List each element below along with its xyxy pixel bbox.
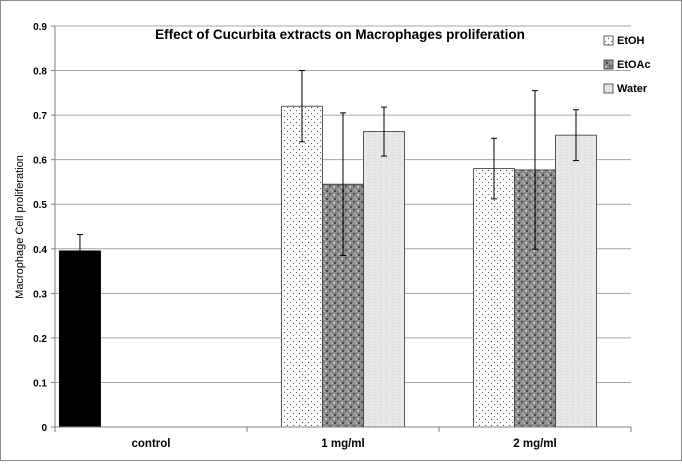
y-tick-label: 0.3	[33, 289, 47, 300]
bar-water	[555, 134, 597, 428]
y-tick-label: 0.2	[33, 334, 47, 345]
axes	[54, 26, 632, 432]
legend-label: EtOH	[617, 35, 645, 47]
legend-label: EtOAc	[617, 59, 651, 71]
bars	[58, 105, 597, 428]
legend-label: Water	[617, 83, 648, 95]
y-tick-label: 0.9	[33, 22, 47, 33]
y-tick-label: 0.6	[33, 156, 47, 167]
y-axis-label: Macrophage Cell proliferation	[14, 155, 26, 299]
bar-water	[363, 131, 405, 428]
y-tick-label: 0.4	[33, 245, 47, 256]
x-axis-categories: control 1 mg/ml 2 mg/ml	[132, 438, 557, 450]
y-tick-label: 0	[41, 423, 47, 434]
legend-swatch-etoh	[603, 35, 614, 46]
y-tick-label: 0.8	[33, 67, 47, 78]
bar-etoh	[473, 168, 515, 428]
bar-etoh	[281, 105, 323, 428]
chart-title: Effect of Cucurbita extracts on Macropha…	[155, 27, 525, 42]
y-axis-ticks: 0 0.1 0.2 0.3 0.4 0.5 0.6 0.7 0.8 0.9	[33, 22, 55, 434]
y-tick-label: 0.7	[33, 111, 47, 122]
x-category-label: control	[132, 438, 171, 450]
x-category-label: 2 mg/ml	[513, 438, 556, 450]
x-category-label: 1 mg/ml	[321, 438, 364, 450]
error-bars	[76, 70, 579, 268]
y-tick-label: 0.5	[33, 200, 47, 211]
legend: EtOH EtOAc Water	[603, 35, 651, 95]
y-tick-label: 0.1	[33, 378, 47, 389]
bar-control	[58, 250, 101, 428]
legend-swatch-water	[603, 83, 614, 94]
legend-swatch-etoac	[603, 59, 614, 70]
